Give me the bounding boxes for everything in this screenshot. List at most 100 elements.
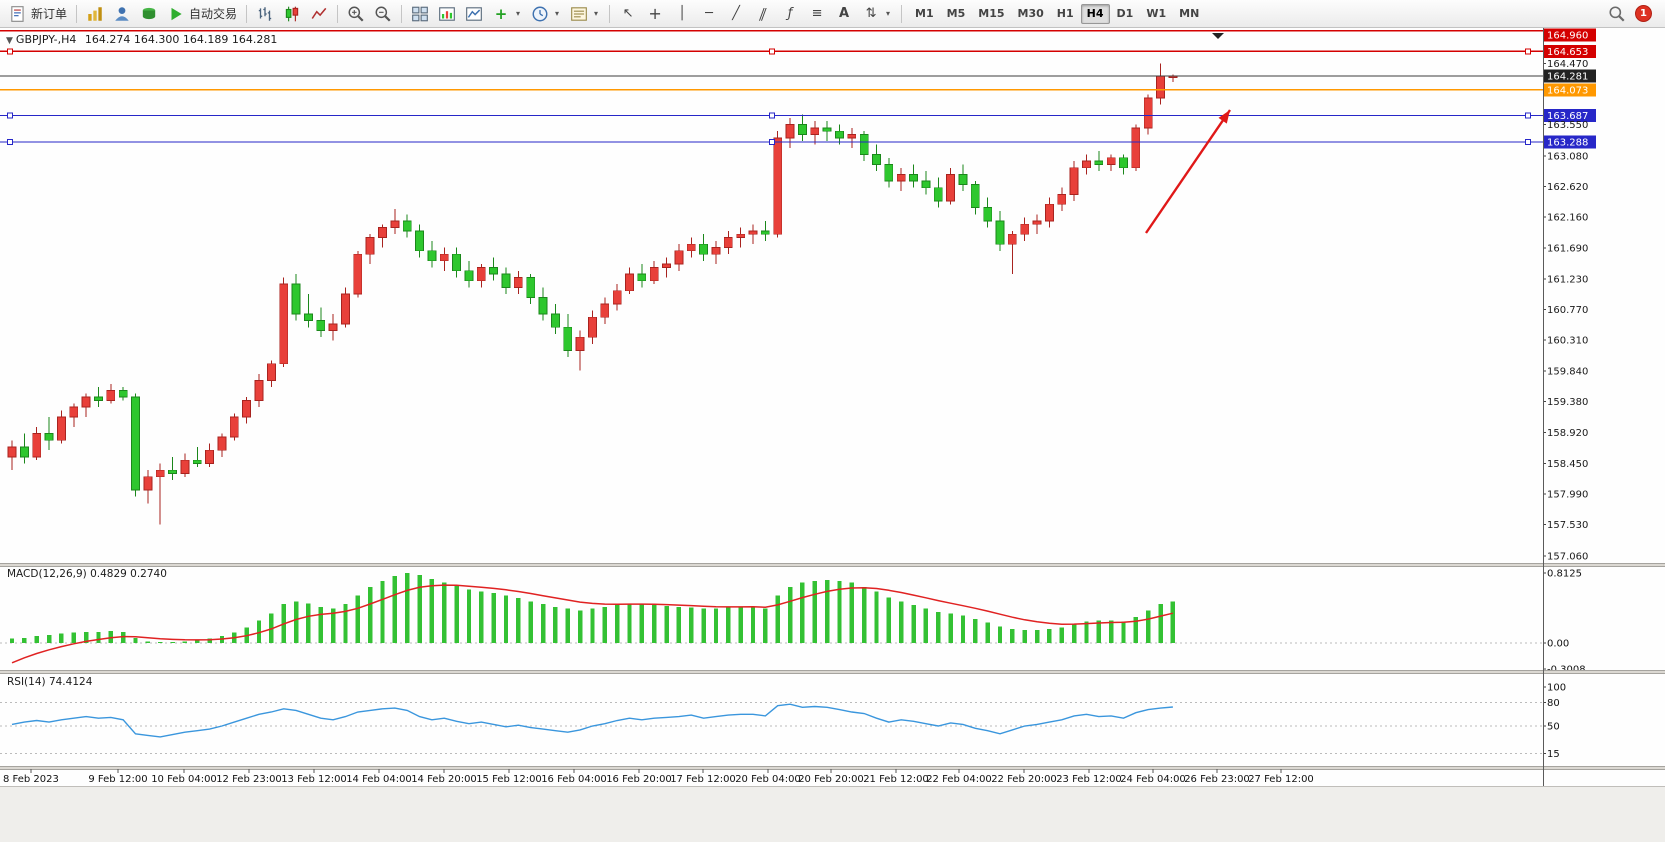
bear-candle <box>526 277 536 298</box>
bear-candle <box>909 174 918 182</box>
panel-divider[interactable] <box>0 766 1665 770</box>
trend-arrow[interactable] <box>1145 109 1231 234</box>
line-handle[interactable] <box>769 48 775 55</box>
macd-bar <box>405 573 410 643</box>
auto-trading-button[interactable]: 自动交易 <box>163 3 241 25</box>
macd-bar <box>590 608 595 643</box>
time-axis-label: 17 Feb 12:00 <box>670 774 736 785</box>
chevron-down-icon: ▾ <box>555 9 560 18</box>
bear-candle <box>933 187 943 202</box>
bear-candle <box>402 220 412 232</box>
line-handle[interactable] <box>7 112 13 119</box>
price-axis-tick: 163.550 <box>1547 120 1588 131</box>
line-handle[interactable] <box>1525 48 1531 55</box>
bear-candle <box>822 127 832 132</box>
panel-divider[interactable] <box>0 670 1665 674</box>
macd-bar <box>1170 601 1176 643</box>
macd-bar <box>182 641 188 643</box>
macd-bar <box>775 595 780 643</box>
price-axis-tick: 161.230 <box>1547 274 1588 285</box>
line-handle[interactable] <box>769 112 775 119</box>
template-button[interactable]: ▾ <box>566 3 604 25</box>
line-handle[interactable] <box>1525 138 1531 145</box>
zoom-out-button[interactable] <box>370 3 396 25</box>
time-axis-label: 8 Feb 2023 <box>3 774 59 785</box>
trend-arrow-head[interactable] <box>1218 110 1231 124</box>
price-line-label: 164.281 <box>1547 71 1588 82</box>
bar-chart-icon <box>258 6 272 21</box>
macd-bar <box>664 605 669 643</box>
add-indicator-button[interactable]: + ▾ <box>488 3 526 25</box>
timeframe-button-w1[interactable]: W1 <box>1140 4 1172 24</box>
cursor-button[interactable]: ↖ <box>615 3 641 25</box>
horizontal-line-button[interactable]: ─ <box>696 3 722 25</box>
price-axis-tick: 158.450 <box>1547 459 1588 470</box>
bull-candle <box>328 323 338 331</box>
bear-candle <box>19 446 29 458</box>
macd-bar <box>293 601 299 643</box>
line-chart-button[interactable] <box>306 3 332 25</box>
bull-candle <box>600 303 610 318</box>
bull-candle <box>1131 127 1141 169</box>
terminal-button[interactable] <box>136 3 162 25</box>
time-axis-label: 16 Feb 04:00 <box>541 774 607 785</box>
line-handle[interactable] <box>7 138 13 145</box>
toolbar-separator <box>76 4 78 23</box>
bear-candle <box>1094 160 1104 165</box>
zoom-in-button[interactable] <box>343 3 369 25</box>
new-order-button[interactable]: 新订单 <box>5 3 71 25</box>
macd-bar <box>1096 620 1101 643</box>
collapse-panel-icon[interactable]: ▼ <box>6 36 13 46</box>
line-handle[interactable] <box>1525 112 1531 119</box>
text-button[interactable]: A <box>831 3 857 25</box>
market-watch-icon <box>88 6 102 21</box>
macd-bar <box>417 574 422 643</box>
bull-candle <box>365 237 375 255</box>
line-handle[interactable] <box>769 138 775 145</box>
timeframe-button-d1[interactable]: D1 <box>1111 4 1140 24</box>
shapes-button[interactable]: ≡ <box>804 3 830 25</box>
fibonacci-button[interactable]: ƒ <box>777 3 803 25</box>
timeframe-button-m15[interactable]: M15 <box>972 4 1010 24</box>
crosshair-button[interactable]: + <box>642 3 668 25</box>
navigator-button[interactable] <box>109 3 135 25</box>
period-button[interactable]: ▾ <box>527 3 565 25</box>
candlestick-chart-button[interactable] <box>279 3 305 25</box>
price-axis-tick: 164.470 <box>1547 59 1588 70</box>
bull-candle <box>1057 193 1067 205</box>
line-handle[interactable] <box>7 48 13 55</box>
timeframe-button-m5[interactable]: M5 <box>941 4 972 24</box>
time-axis-label: 23 Feb 12:00 <box>1056 774 1122 785</box>
timeframe-button-mn[interactable]: MN <box>1173 4 1205 24</box>
timeframe-button-m30[interactable]: M30 <box>1012 4 1050 24</box>
macd-bar <box>652 605 657 643</box>
price-line-label-bg <box>1544 69 1596 83</box>
macd-bar <box>479 591 484 643</box>
chart-shift-marker[interactable] <box>1212 33 1224 39</box>
channel-button[interactable]: ∥ <box>750 3 776 25</box>
timeframe-button-h1[interactable]: H1 <box>1051 4 1080 24</box>
timeframe-button-m1[interactable]: M1 <box>909 4 940 24</box>
bull-candle <box>1007 233 1017 245</box>
bull-candle <box>439 253 449 262</box>
macd-bar <box>22 637 27 643</box>
bar-chart-button[interactable] <box>252 3 278 25</box>
bear-candle <box>760 230 770 235</box>
bear-candle <box>995 220 1005 245</box>
trendline-button[interactable]: ╱ <box>723 3 749 25</box>
timeframe-button-h4[interactable]: H4 <box>1080 3 1110 24</box>
bear-candle <box>118 390 128 398</box>
vertical-line-button[interactable]: │ <box>669 3 695 25</box>
time-axis-label: 9 Feb 12:00 <box>88 774 147 785</box>
notification-badge[interactable]: 1 <box>1635 5 1652 22</box>
profiles-button[interactable] <box>461 3 487 25</box>
new-chart-button[interactable] <box>434 3 460 25</box>
panel-divider[interactable] <box>0 563 1665 567</box>
market-watch-button[interactable] <box>82 3 108 25</box>
price-line-label: 164.073 <box>1547 85 1588 96</box>
chevron-down-icon: ▾ <box>594 9 599 18</box>
bear-candle <box>563 326 573 351</box>
tile-windows-button[interactable] <box>407 3 433 25</box>
bull-candle <box>1020 223 1030 235</box>
arrows-button[interactable]: ⇅ ▾ <box>858 3 896 25</box>
